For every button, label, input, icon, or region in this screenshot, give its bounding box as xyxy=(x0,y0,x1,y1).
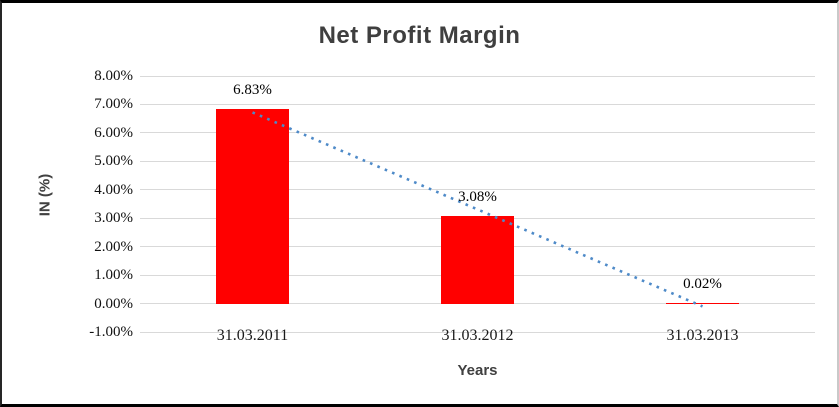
y-tick-label: 3.00% xyxy=(94,210,133,227)
plot-area: 6.83% 31.03.2011 3.08% 31.03.2012 0.02% 31.03… xyxy=(140,75,815,344)
gridline xyxy=(140,75,815,77)
x-axis-title: Years xyxy=(457,362,498,379)
bar xyxy=(441,215,514,304)
y-tick-label: 2.00% xyxy=(94,238,133,255)
y-tick-label: -1.00% xyxy=(89,324,133,340)
y-tick-label: 8.00% xyxy=(94,68,133,84)
bar-data-label: 3.08% xyxy=(458,188,497,205)
y-tick-label: 5.00% xyxy=(94,153,133,170)
gridline xyxy=(140,132,815,134)
trendline xyxy=(251,111,704,308)
y-tick-label: 4.00% xyxy=(94,181,133,198)
gridline xyxy=(140,160,815,162)
gridline xyxy=(140,331,815,333)
x-tick-label: 31.03.2013 xyxy=(666,327,739,344)
gridline xyxy=(140,303,815,305)
y-tick-label: 1.00% xyxy=(94,267,133,284)
chart-title: Net Profit Margin xyxy=(318,22,521,49)
y-tick-label: 6.00% xyxy=(94,124,133,141)
x-tick-label: 31.03.2011 xyxy=(216,327,289,344)
bar xyxy=(216,109,289,304)
bar xyxy=(666,302,739,304)
y-tick-label: 0.00% xyxy=(94,295,133,312)
gridline xyxy=(140,103,815,105)
x-tick-label: 31.03.2012 xyxy=(441,327,514,344)
bar-data-label: 6.83% xyxy=(233,82,272,99)
y-tick-label: 7.00% xyxy=(94,96,133,113)
bar-data-label: 0.02% xyxy=(683,275,722,292)
gridline xyxy=(140,189,815,191)
